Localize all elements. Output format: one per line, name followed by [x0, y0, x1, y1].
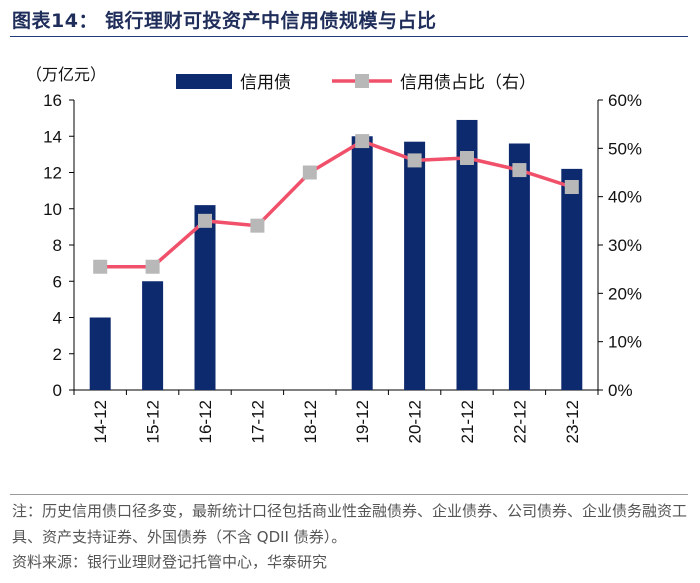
x-tick-label: 18-12 [301, 400, 320, 443]
bar-16-12 [194, 205, 216, 390]
share-point-17-12 [250, 218, 265, 233]
legend-bar-label: 信用债 [240, 73, 291, 93]
legend: 信用债 信用债占比（右） [176, 73, 536, 93]
figure-title: 图表14： 银行理财可投资产中信用债规模与占比 [12, 10, 437, 32]
left-axis-label: （万亿元） [26, 65, 106, 84]
title-divider [10, 36, 688, 37]
legend-bar-swatch [176, 74, 232, 89]
bar-21-12 [456, 119, 478, 390]
right-tick-label: 40% [608, 188, 642, 207]
left-tick-label: 4 [53, 309, 62, 328]
legend-line-marker [355, 74, 369, 88]
x-tick-label: 23-12 [563, 400, 582, 443]
left-tick-label: 8 [53, 236, 62, 255]
right-tick-label: 30% [608, 236, 642, 255]
bar-series [89, 119, 583, 390]
share-point-18-12 [302, 165, 317, 180]
left-tick-label: 6 [53, 272, 62, 291]
x-tick-label: 20-12 [406, 400, 425, 443]
left-tick-label: 0 [53, 381, 62, 400]
left-tick-label: 16 [43, 91, 62, 110]
share-point-14-12 [93, 259, 108, 274]
bar-15-12 [142, 281, 164, 390]
bar-19-12 [351, 136, 373, 390]
chart-axes: 0 2 4 6 8 10 12 14 16 0% 10% 20% 30% 40% 50% 60% （万亿元） 14… [26, 65, 642, 443]
share-point-20-12 [407, 153, 422, 168]
x-tick-label: 15-12 [144, 400, 163, 443]
share-point-21-12 [460, 151, 474, 165]
right-tick-label: 50% [608, 139, 642, 158]
share-point-16-12 [198, 213, 212, 228]
right-tick-label: 20% [608, 284, 642, 303]
chart: 0 2 4 6 8 10 12 14 16 0% 10% 20% 30% 40% 50% 60% （万亿元） 14… [26, 65, 642, 443]
x-tick-label: 22-12 [510, 400, 529, 443]
x-tick-label: 21-12 [458, 400, 477, 443]
note-divider [10, 494, 688, 495]
share-line [100, 139, 573, 269]
right-tick-label: 10% [608, 333, 642, 352]
x-tick-label: 17-12 [248, 400, 267, 443]
right-tick-label: 60% [608, 91, 642, 110]
bar-23-12 [561, 168, 583, 390]
left-tick-label: 10 [43, 200, 62, 219]
legend-line-label: 信用债占比（右） [400, 73, 536, 93]
share-point-22-12 [512, 163, 527, 178]
share-point-19-12 [355, 134, 370, 149]
x-tick-label: 19-12 [353, 400, 372, 443]
left-tick-label: 2 [53, 345, 62, 364]
right-tick-label: 0% [608, 381, 633, 400]
x-tick-label: 16-12 [196, 400, 215, 443]
line-series [93, 134, 579, 274]
bar-14-12 [89, 317, 111, 390]
chart-source: 资料来源：银行业理财登记托管中心，华泰研究 [12, 553, 328, 571]
bar-22-12 [508, 143, 530, 390]
bar-20-12 [404, 141, 426, 390]
share-point-23-12 [564, 180, 579, 194]
chart-note: 注：历史信用债口径多变，最新统计口径包括商业性金融债券、企业债券、公司债券、企业… [12, 502, 688, 546]
share-point-15-12 [145, 259, 160, 274]
left-tick-label: 14 [43, 127, 62, 146]
left-tick-label: 12 [43, 164, 62, 183]
x-tick-label: 14-12 [91, 400, 110, 443]
